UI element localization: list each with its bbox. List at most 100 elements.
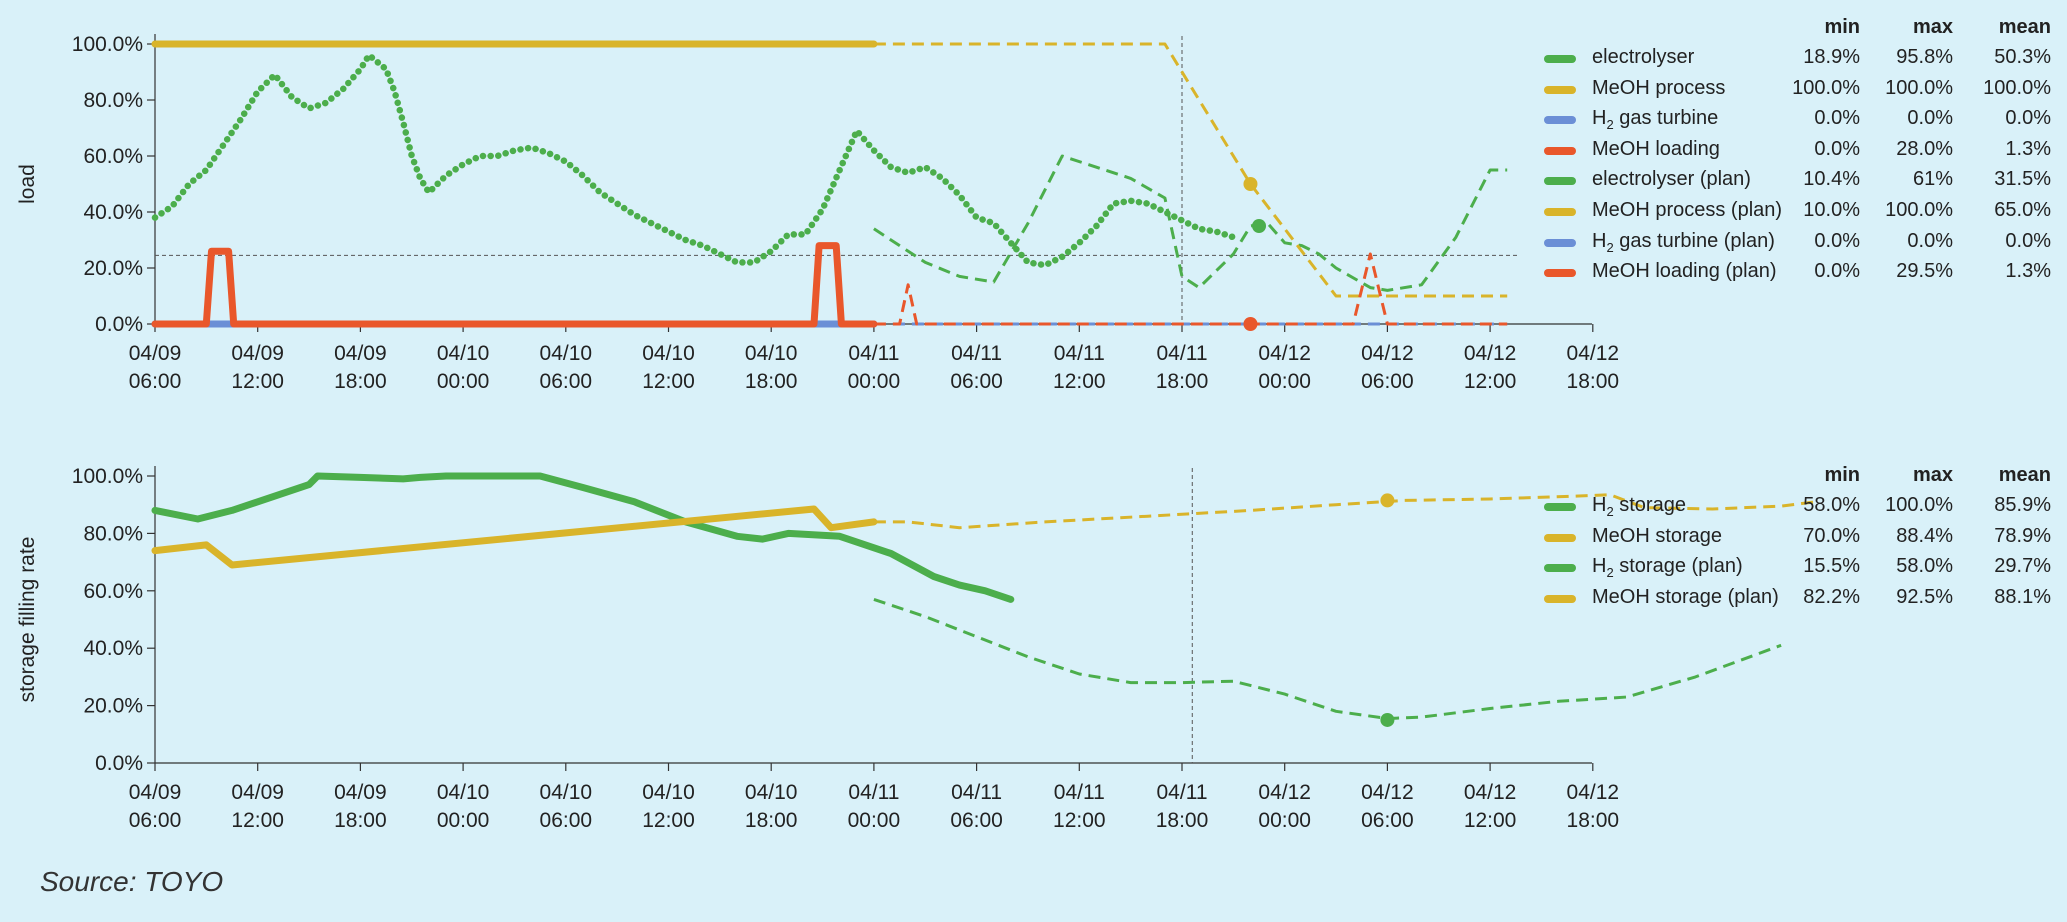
x-tick-label-time: 12:00 [1464, 809, 1517, 832]
legend-value-max: 0.0% [1907, 107, 1953, 130]
legend-header-mean: mean [1998, 464, 2051, 486]
y-tick-label: 40.0% [83, 637, 143, 660]
x-tick-label-time: 12:00 [642, 370, 695, 393]
x-tick-label-time: 00:00 [1258, 809, 1311, 832]
legend-value-mean: 1.3% [2005, 260, 2051, 283]
legend-label: H2 storage [1592, 494, 1686, 519]
series-line-meoh-process-plan [873, 42, 1508, 298]
legend-value-max: 58.0% [1896, 555, 1953, 578]
x-tick-label-time: 12:00 [1053, 809, 1106, 832]
legend-label: electrolyser (plan) [1592, 168, 1751, 191]
x-tick-label-time: 18:00 [1567, 809, 1620, 832]
legend-value-min: 70.0% [1803, 524, 1860, 547]
legend-value-min: 10.4% [1803, 168, 1860, 191]
x-tick-label-date: 04/12 [1258, 342, 1311, 365]
x-tick-label-date: 04/12 [1464, 342, 1517, 365]
x-tick-label-time: 00:00 [848, 370, 901, 393]
x-tick-label-date: 04/11 [951, 781, 1002, 804]
x-tick-label-time: 18:00 [1567, 370, 1620, 393]
series-line-h2-storage-plan [873, 597, 1782, 720]
x-tick-label-date: 04/09 [129, 342, 182, 365]
x-tick-label-time: 06:00 [540, 809, 593, 832]
legend-value-mean: 29.7% [1994, 555, 2051, 578]
legend-value-mean: 31.5% [1994, 168, 2051, 191]
legend-value-mean: 78.9% [1994, 524, 2051, 547]
y-tick-label: 20.0% [83, 695, 143, 718]
legend-value-mean: 0.0% [2005, 229, 2051, 252]
x-tick-label-date: 04/10 [437, 781, 490, 804]
x-tick-label-date: 04/10 [540, 342, 593, 365]
x-tick-label-date: 04/09 [334, 342, 387, 365]
legend-label: H2 storage (plan) [1592, 555, 1743, 581]
series-line-meoh-loading [151, 242, 878, 328]
legend-swatch [1544, 564, 1576, 573]
x-tick-label-time: 00:00 [1258, 370, 1311, 393]
legend-value-max: 88.4% [1896, 524, 1953, 547]
legend-header-min: min [1824, 16, 1860, 38]
legend-value-max: 61% [1912, 168, 1953, 191]
marker-meoh-process-plan [1243, 177, 1258, 191]
y-tick-label: 0.0% [95, 313, 143, 336]
legend-header-min: min [1824, 464, 1860, 486]
x-tick-label-time: 06:00 [950, 809, 1003, 832]
x-tick-label-date: 04/10 [642, 342, 695, 365]
y-tick-label: 100.0% [72, 465, 143, 488]
source-note: Source: TOYO [40, 866, 224, 897]
marker-electrolyser-plan [1252, 219, 1267, 233]
x-tick-label-time: 06:00 [129, 370, 182, 393]
x-tick-label-time: 12:00 [231, 809, 284, 832]
x-tick-label-time: 18:00 [745, 370, 798, 393]
legend-value-max: 100.0% [1885, 494, 1953, 516]
x-tick-label-date: 04/09 [334, 781, 387, 804]
x-tick-label-time: 06:00 [129, 809, 182, 832]
y-tick-label: 60.0% [83, 145, 143, 168]
x-tick-label-date: 04/09 [129, 781, 182, 804]
x-tick-label-date: 04/12 [1258, 781, 1311, 804]
series-line-h2-storage [151, 472, 1015, 603]
legend-value-min: 0.0% [1814, 260, 1860, 283]
legend-value-min: 0.0% [1814, 137, 1860, 160]
x-tick-label-date: 04/11 [1157, 342, 1208, 365]
x-tick-label-date: 04/10 [540, 781, 593, 804]
legend-label: MeOH storage (plan) [1592, 585, 1779, 608]
y-tick-label: 0.0% [95, 752, 143, 775]
legend-swatch [1544, 116, 1576, 125]
x-tick-label-date: 04/09 [231, 342, 284, 365]
legend-value-mean: 100.0% [1983, 76, 2051, 99]
legend-swatch [1544, 238, 1576, 247]
marker-meoh-loading-plan [1243, 317, 1258, 331]
x-tick-label-time: 06:00 [540, 370, 593, 393]
legend-value-mean: 50.3% [1994, 46, 2051, 68]
legend-value-min: 82.2% [1803, 585, 1860, 608]
legend-label: MeOH loading (plan) [1592, 260, 1777, 283]
legend-label: electrolyser [1592, 46, 1695, 68]
x-tick-label-time: 12:00 [1053, 370, 1106, 393]
legend-header-mean: mean [1998, 16, 2051, 38]
legend-value-max: 92.5% [1896, 585, 1953, 608]
legend-value-max: 0.0% [1907, 229, 1953, 252]
y-tick-label: 80.0% [83, 522, 143, 545]
x-tick-label-time: 18:00 [1156, 370, 1209, 393]
legend-value-min: 0.0% [1814, 229, 1860, 252]
x-tick-label-date: 04/09 [231, 781, 284, 804]
legend-label: MeOH storage [1592, 524, 1723, 547]
legend-value-mean: 88.1% [1994, 585, 2051, 608]
x-tick-label-time: 12:00 [231, 370, 284, 393]
x-tick-label-time: 18:00 [1156, 809, 1209, 832]
x-tick-label-time: 06:00 [950, 370, 1003, 393]
legend-swatch [1544, 207, 1576, 216]
legend-value-min: 15.5% [1803, 555, 1860, 578]
y-tick-label: 80.0% [83, 89, 143, 112]
legend-value-min: 18.9% [1803, 46, 1860, 68]
legend-label: H2 gas turbine [1592, 107, 1719, 133]
x-tick-label-date: 04/12 [1464, 781, 1517, 804]
legend-value-max: 28.0% [1896, 137, 1953, 160]
x-tick-label-time: 18:00 [745, 809, 798, 832]
x-tick-label-date: 04/10 [745, 342, 798, 365]
legend-value-min: 10.0% [1803, 198, 1860, 221]
legend-swatch [1544, 533, 1576, 542]
x-tick-label-time: 18:00 [334, 809, 387, 832]
x-tick-label-date: 04/11 [1157, 781, 1208, 804]
legend-header-max: max [1912, 16, 1953, 38]
legend-swatch [1544, 146, 1576, 155]
